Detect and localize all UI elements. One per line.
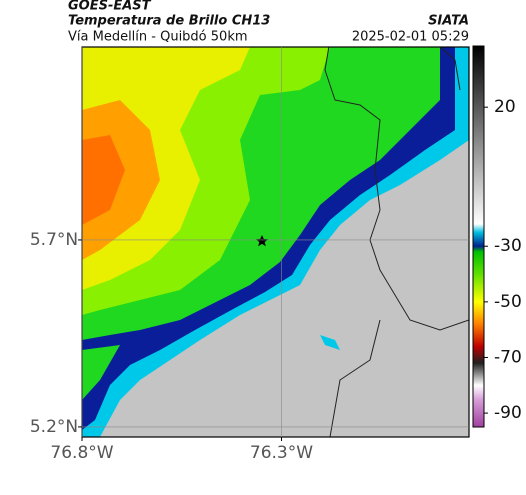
colorbar-tick-label: -30: [494, 236, 522, 256]
colorbar-tick-label: -90: [494, 403, 522, 423]
agency: GOES-EAST: [68, 0, 152, 14]
x-tick-label: 76.3°W: [250, 443, 313, 463]
colorbar-tick-label: -50: [494, 292, 522, 312]
colorbar: [472, 45, 485, 428]
y-tick-label: 5.2°N: [30, 417, 78, 437]
y-tick-label: 5.7°N: [30, 230, 78, 250]
satellite-image: [82, 47, 469, 437]
x-tick-label: 76.8°W: [50, 443, 113, 463]
source: SIATA: [428, 14, 469, 29]
route: Vía Medellín - Quibdó 50km: [68, 30, 248, 45]
timestamp: 2025-02-01 05:29: [352, 30, 469, 45]
colorbar-tick-label: 20: [494, 97, 516, 117]
colorbar-tick-label: -70: [494, 347, 522, 367]
product-title: Temperatura de Brillo CH13: [68, 14, 270, 29]
